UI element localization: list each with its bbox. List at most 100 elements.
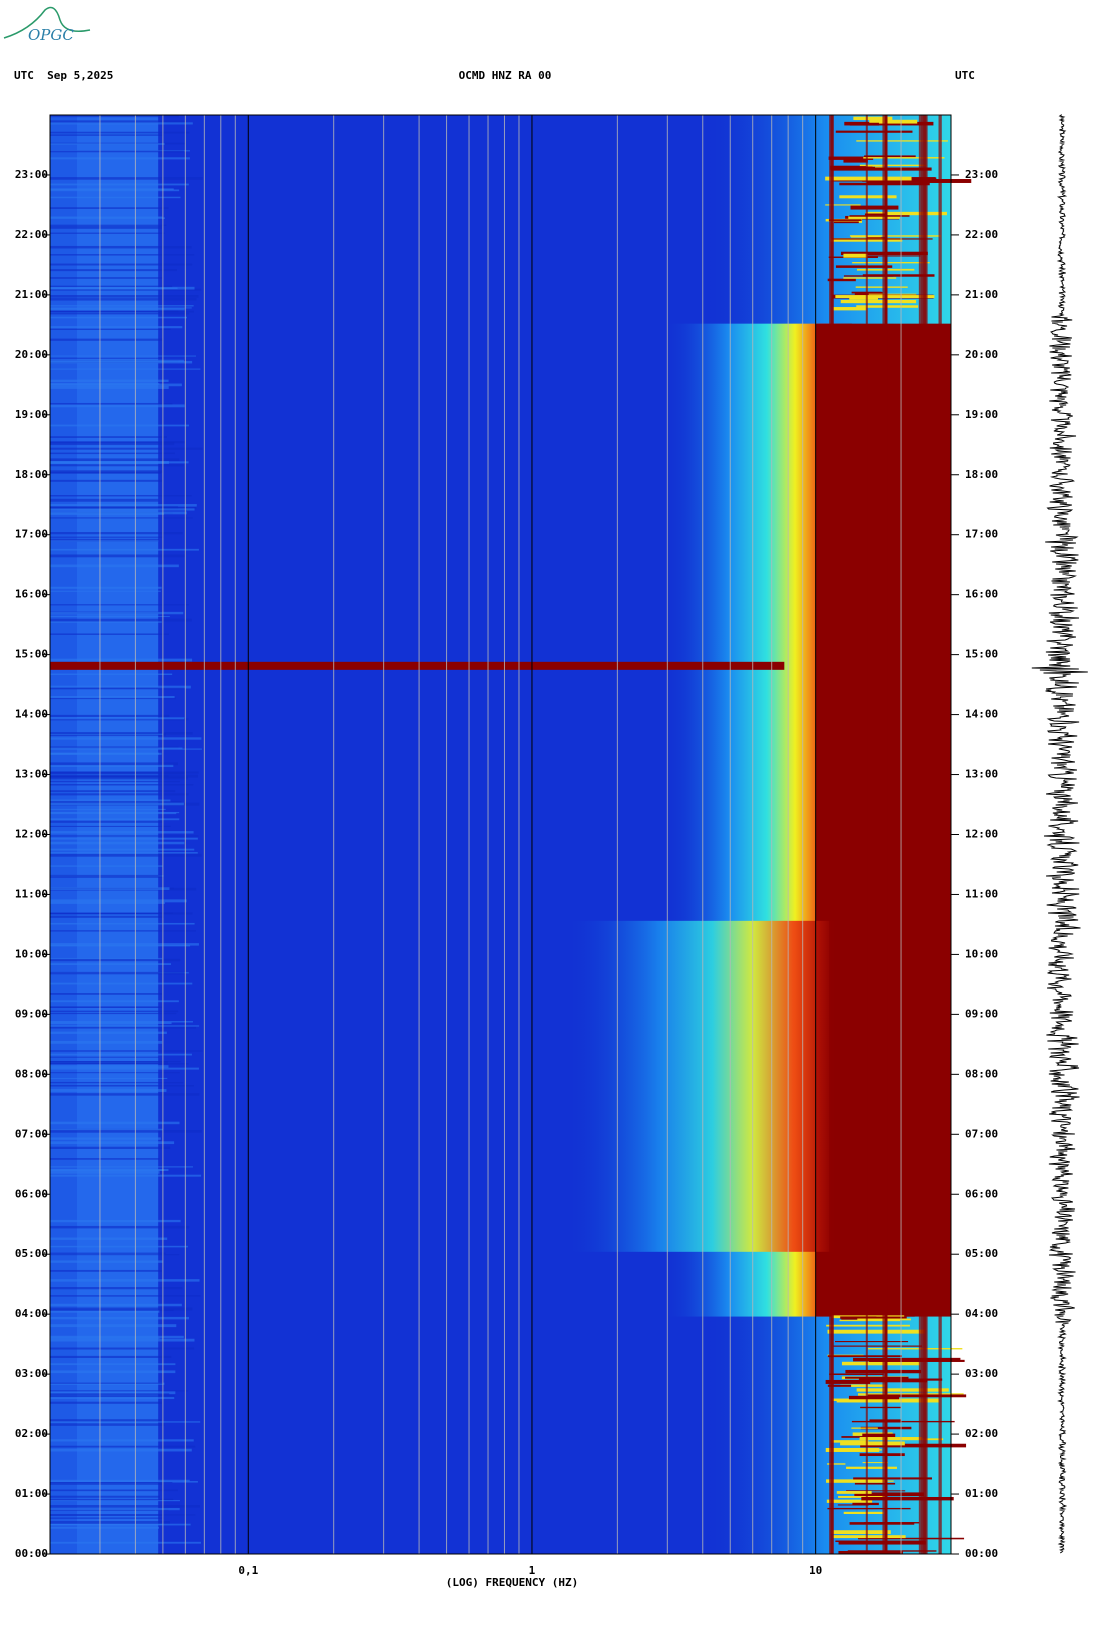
texture-streak (50, 177, 203, 180)
hf-streak (839, 1541, 926, 1545)
texture-streak (50, 902, 165, 904)
y-tick-label-right: 17:00 (965, 528, 998, 541)
texture-streak (50, 688, 185, 690)
texture-streak (50, 1423, 165, 1426)
texture-streak (50, 1226, 189, 1228)
texture-streak (50, 1175, 201, 1177)
texture-streak (50, 616, 170, 617)
texture-streak (50, 674, 172, 675)
texture-streak (50, 1446, 195, 1448)
event-band (50, 662, 784, 670)
y-tick-label-right: 12:00 (965, 828, 998, 841)
texture-streak (50, 339, 163, 341)
texture-streak (50, 298, 196, 300)
texture-streak (50, 264, 192, 266)
texture-streak (50, 1542, 201, 1544)
texture-streak (50, 549, 199, 551)
texture-streak (50, 1383, 163, 1384)
texture-streak (50, 1122, 180, 1125)
y-tick-label-right: 08:00 (965, 1067, 998, 1080)
y-tick-label-left: 01:00 (15, 1487, 48, 1500)
texture-streak (50, 1072, 180, 1073)
y-tick-label-left: 06:00 (15, 1187, 48, 1200)
y-tick-label-right: 21:00 (965, 288, 998, 301)
texture-streak (50, 313, 189, 315)
y-tick-label-right: 15:00 (965, 648, 998, 661)
texture-streak (50, 1246, 188, 1248)
texture-streak (50, 916, 164, 918)
hf-streak (835, 1449, 881, 1450)
texture-streak (50, 404, 185, 407)
hf-streak (854, 1331, 903, 1332)
texture-streak (50, 504, 197, 507)
texture-streak (50, 715, 169, 717)
texture-streak (50, 157, 190, 159)
hf-streak (867, 1380, 914, 1382)
texture-streak (50, 1050, 202, 1051)
texture-streak (50, 1393, 169, 1395)
y-tick-label-right: 05:00 (965, 1247, 998, 1260)
texture-streak (50, 1170, 164, 1171)
texture-streak (50, 587, 162, 589)
hf-streak (828, 1355, 902, 1357)
texture-streak (50, 912, 193, 914)
texture-streak (50, 317, 187, 319)
hf-streak (851, 206, 899, 210)
logo: OPGC (4, 8, 90, 44)
texture-streak (50, 1356, 171, 1358)
texture-streak (50, 993, 162, 995)
y-tick-label-left: 13:00 (15, 768, 48, 781)
texture-streak (50, 1304, 182, 1306)
hf-streak (830, 168, 931, 171)
texture-streak (50, 838, 198, 840)
texture-streak (50, 831, 194, 833)
texture-streak (50, 930, 196, 931)
texture-streak (50, 122, 193, 124)
hf-streak (856, 286, 908, 287)
texture-streak (50, 295, 198, 298)
texture-streak (50, 1032, 167, 1034)
texture-streak (50, 821, 163, 823)
header-right: UTC (955, 69, 975, 82)
texture-streak (50, 1449, 192, 1452)
hf-column (885, 115, 888, 1554)
texture-streak (50, 1027, 196, 1029)
texture-streak (50, 753, 159, 755)
texture-streak (50, 565, 179, 568)
texture-streak (50, 1339, 194, 1342)
y-tick-label-right: 09:00 (965, 1007, 998, 1020)
y-tick-label-left: 19:00 (15, 408, 48, 421)
texture-streak (50, 1068, 199, 1070)
texture-streak (50, 1308, 192, 1311)
y-tick-label-right: 20:00 (965, 348, 998, 361)
texture-streak (50, 717, 184, 718)
texture-streak (50, 1500, 180, 1501)
texture-streak (50, 470, 163, 473)
texture-streak (50, 1397, 174, 1399)
texture-streak (50, 453, 175, 454)
texture-streak (50, 386, 169, 389)
texture-streak (50, 1317, 189, 1319)
texture-streak (50, 356, 196, 357)
y-tick-label-left: 10:00 (15, 947, 48, 960)
hf-column (866, 115, 868, 1554)
texture-streak (50, 329, 171, 330)
texture-streak (50, 1006, 159, 1007)
hf-streak (843, 160, 867, 163)
texture-streak (50, 1505, 200, 1508)
y-tick-label-left: 00:00 (15, 1547, 48, 1560)
y-tick-label-right: 07:00 (965, 1127, 998, 1140)
texture-streak (50, 380, 169, 382)
texture-streak (50, 1025, 199, 1026)
hf-streak (842, 1362, 920, 1366)
y-tick-label-left: 22:00 (15, 228, 48, 241)
y-tick-label-right: 19:00 (965, 408, 998, 421)
hf-streak (825, 177, 911, 181)
y-tick-label-right: 06:00 (965, 1187, 998, 1200)
hf-streak (827, 1508, 910, 1509)
texture-streak (50, 1439, 194, 1441)
hf-streak (829, 1373, 883, 1374)
hf-streak (850, 123, 879, 126)
texture-streak (50, 1338, 159, 1339)
texture-streak (50, 619, 192, 622)
